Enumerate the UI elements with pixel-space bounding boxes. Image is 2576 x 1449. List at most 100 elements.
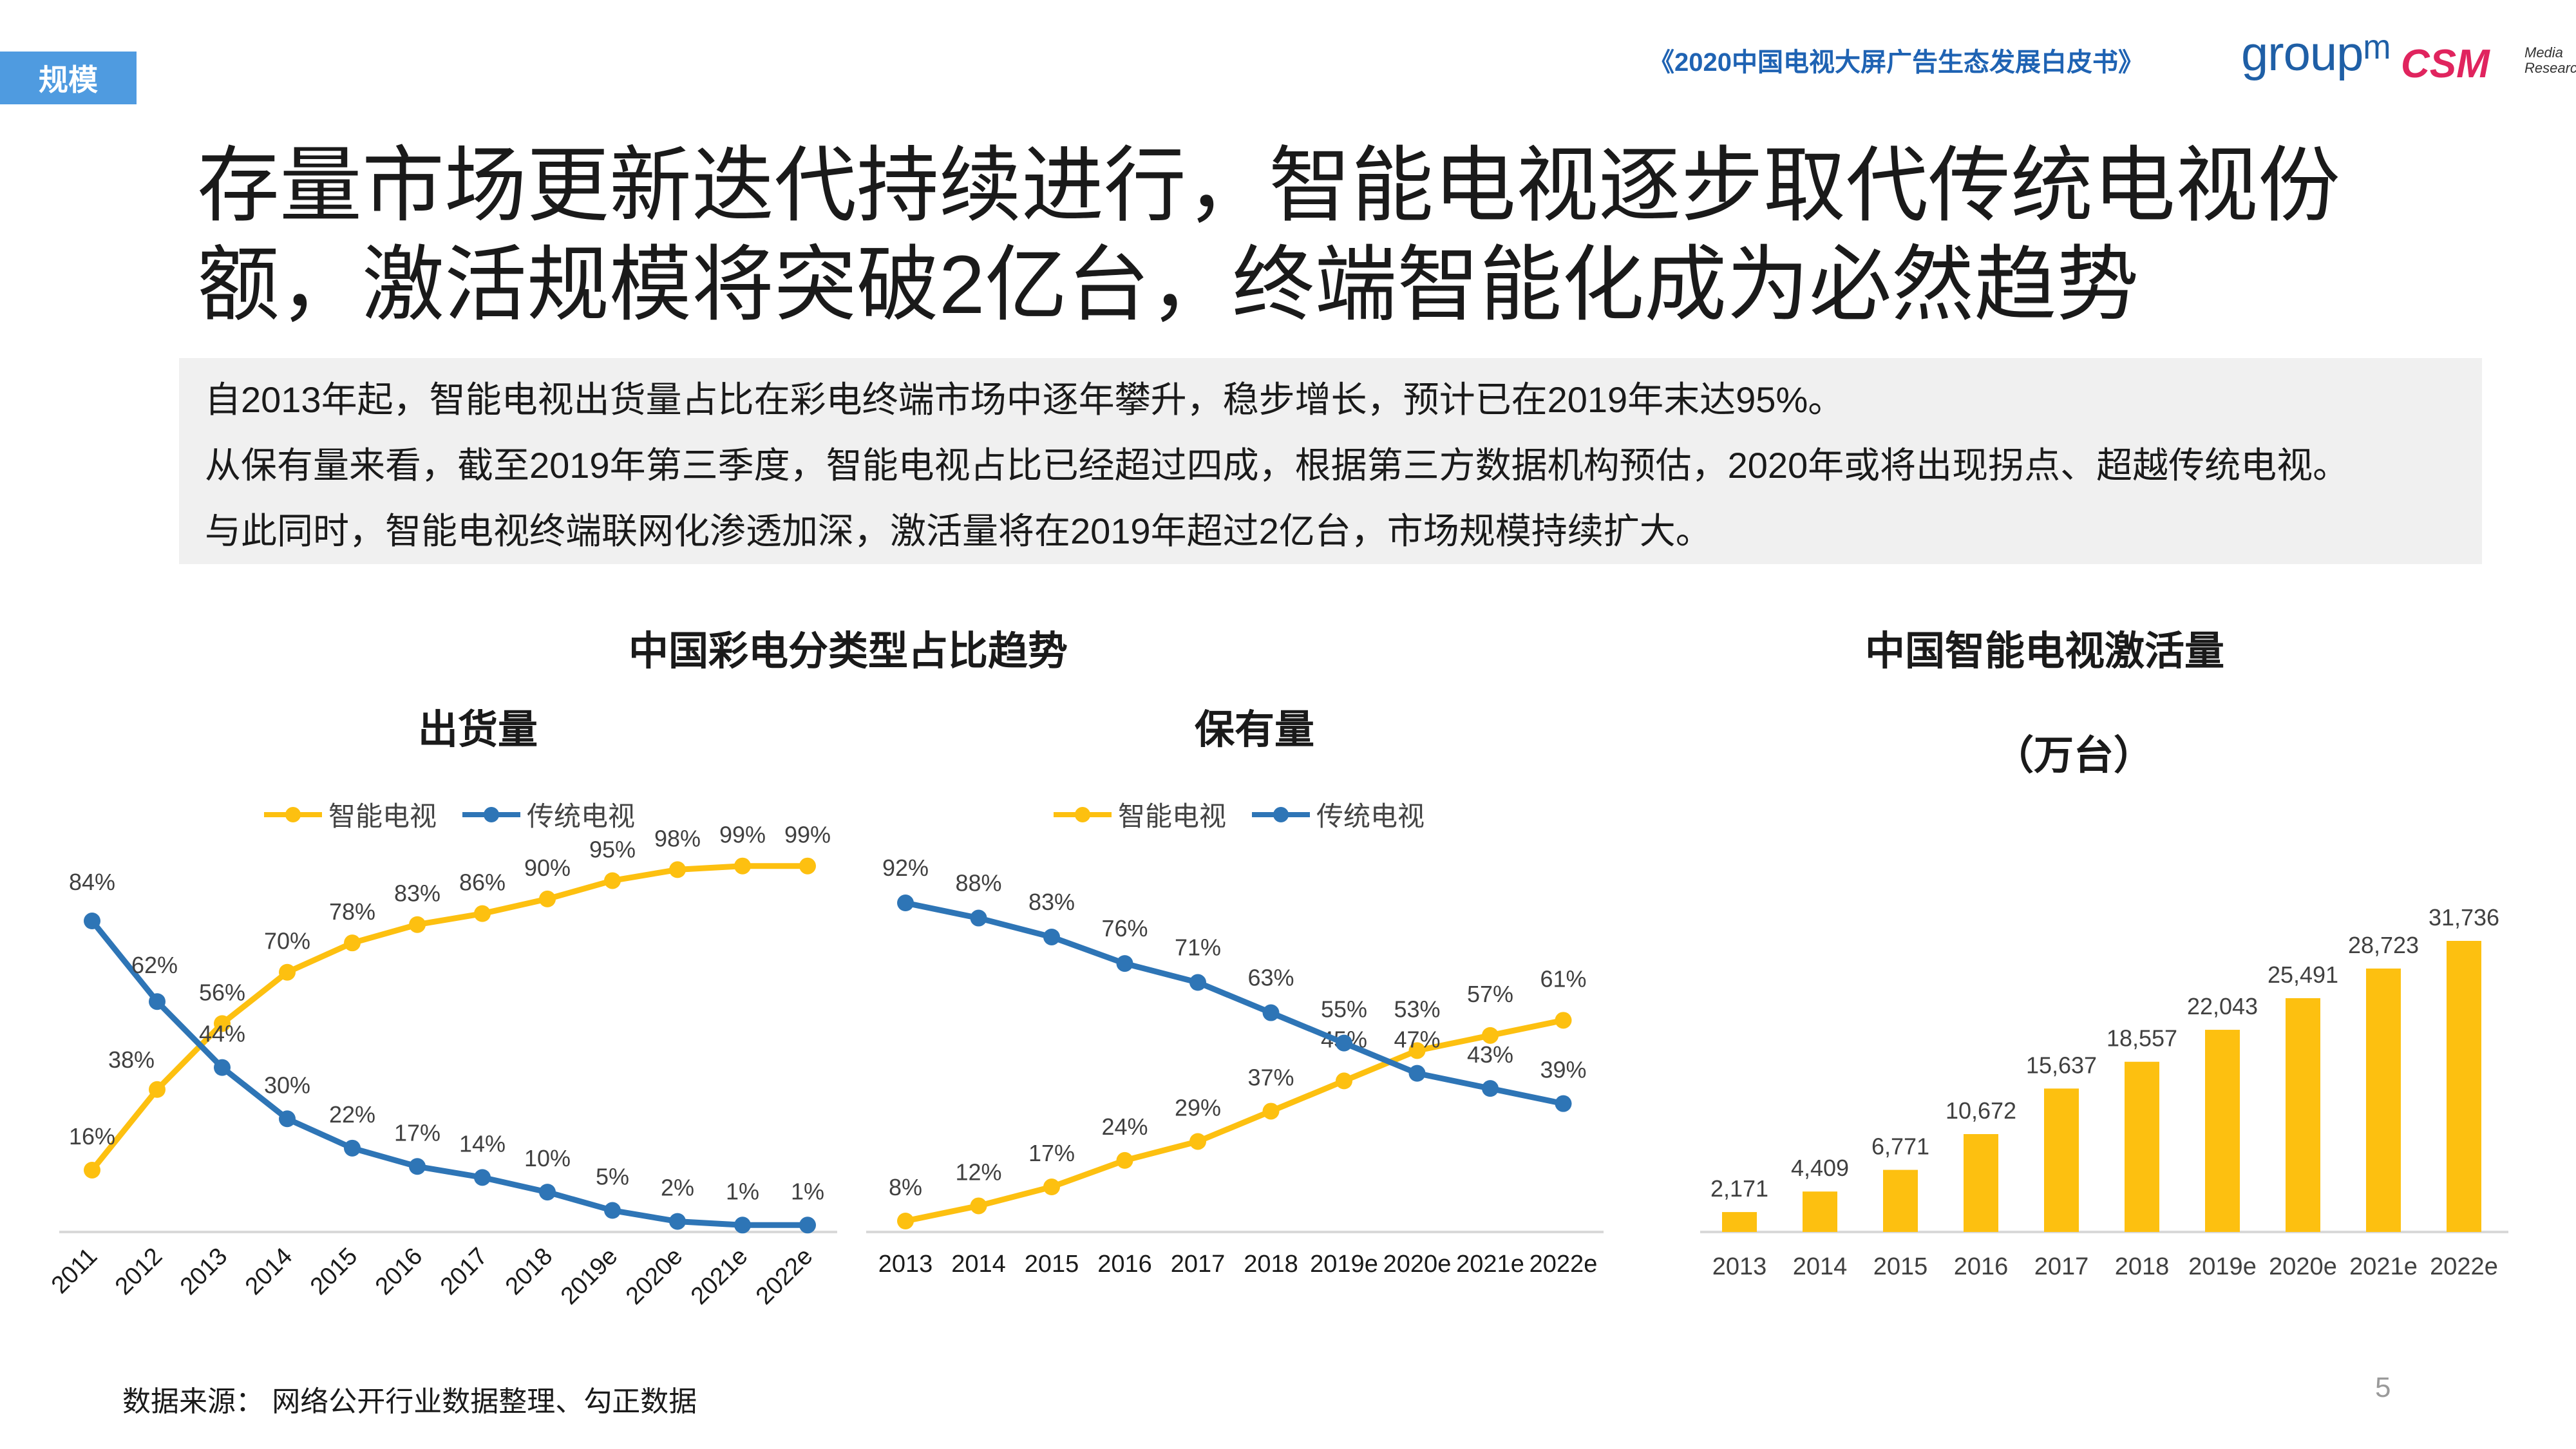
data-point (1482, 1027, 1499, 1044)
x-tick-label: 2015 (1025, 1251, 1079, 1278)
page-headline: 存量市场更新迭代持续进行，智能电视逐步取代传统电视份额，激活规模将突破2亿台，终… (197, 140, 2341, 331)
data-point (474, 905, 491, 922)
data-label: 55% (1321, 996, 1367, 1023)
x-tick-label: 2015 (1873, 1253, 1928, 1280)
data-point (214, 1015, 231, 1032)
traditional-tv-series-line (90, 919, 808, 1228)
data-label: 39% (1540, 1057, 1586, 1083)
bar-chart-unit: （万台） (1994, 734, 2154, 778)
data-point (149, 1081, 166, 1098)
data-point (799, 1217, 816, 1234)
legend-item-traditional: 传统电视 (462, 795, 635, 834)
x-tick-label: 2020e (1383, 1251, 1452, 1278)
summary-box: 自2013年起，智能电视出货量占比在彩电终端市场中逐年攀升，稳步增长，预计已在2… (179, 358, 2482, 564)
legend-label: 传统电视 (527, 801, 636, 831)
x-tick-label: 2018 (2115, 1253, 2170, 1280)
csm-logo: CSM (2401, 42, 2490, 86)
data-label: 1% (726, 1178, 759, 1204)
data-point (1262, 1103, 1280, 1120)
data-label: 78% (329, 898, 375, 925)
data-label: 16% (69, 1123, 115, 1150)
data-point (799, 857, 816, 875)
bar-value-label: 22,043 (2187, 993, 2258, 1019)
right-section-title: 中国智能电视激活量 (1865, 629, 2225, 674)
data-point (1336, 1072, 1352, 1090)
summary-line: 自2013年起，智能电视出货量占比在彩电终端市场中逐年攀升，稳步增长，预计已在2… (205, 379, 1844, 420)
x-tick-label: 2014 (1793, 1253, 1848, 1280)
data-point (84, 913, 100, 930)
data-point (897, 1212, 914, 1229)
data-point (669, 861, 686, 878)
data-label: 63% (1247, 965, 1294, 991)
data-point (1043, 928, 1060, 945)
report-title: 《2020中国电视大屏广告生态发展白皮书》 (1649, 48, 2144, 77)
data-label: 22% (329, 1101, 375, 1128)
data-point (1116, 955, 1133, 972)
csm-logo-subtitle: Media Research (2524, 44, 2576, 76)
data-point (669, 1213, 686, 1230)
activation-bar (1803, 1191, 1837, 1232)
shipment-chart-legend: 智能电视 传统电视 (264, 795, 661, 834)
activation-bar (2125, 1061, 2159, 1232)
x-tick-label: 2016 (1954, 1253, 2009, 1280)
activation-bar (2447, 941, 2481, 1232)
data-label: 83% (1028, 889, 1075, 915)
bar-value-label: 28,723 (2348, 932, 2419, 958)
data-label: 99% (719, 822, 766, 848)
smart-tv-series-line (90, 863, 808, 1172)
data-label: 30% (264, 1072, 310, 1098)
data-point (1189, 974, 1206, 991)
data-point (539, 1184, 556, 1201)
data-label: 2% (661, 1175, 694, 1201)
page-number: 5 (2375, 1372, 2391, 1403)
activation-bar (2044, 1088, 2079, 1232)
data-point (1336, 1034, 1352, 1052)
data-point (897, 895, 914, 912)
data-label: 99% (784, 822, 831, 848)
data-label: 62% (131, 952, 178, 978)
data-label: 17% (1028, 1140, 1075, 1166)
data-point (1408, 1065, 1426, 1082)
data-label: 44% (199, 1021, 245, 1047)
data-point (1482, 1080, 1499, 1097)
legend-line-icon (264, 806, 322, 822)
data-label: 76% (1101, 915, 1148, 942)
data-label: 71% (1175, 934, 1221, 961)
x-tick-label: 2020e (2269, 1253, 2337, 1280)
bar-value-label: 31,736 (2429, 904, 2499, 931)
activation-bar (1722, 1212, 1757, 1232)
data-point (1408, 1042, 1426, 1059)
data-point (1555, 1095, 1572, 1112)
x-tick-label: 2022e (1530, 1251, 1598, 1278)
activation-bar (1883, 1170, 1918, 1232)
legend-line-icon (462, 806, 521, 822)
stock-chart-title: 保有量 (1194, 708, 1314, 752)
x-tick-label: 2021e (2349, 1253, 2418, 1280)
summary-line: 与此同时，智能电视终端联网化渗透加深，激活量将在2019年超过2亿台，市场规模持… (205, 511, 1712, 551)
data-label: 90% (524, 855, 571, 881)
x-tick-label: 2022e (2430, 1253, 2498, 1280)
data-label: 86% (459, 869, 506, 896)
data-point (279, 1110, 296, 1128)
data-label: 84% (69, 869, 115, 895)
section-tag: 规模 (0, 52, 137, 104)
traditional-tv-series-line (905, 900, 1564, 1107)
groupm-logo: groupᵐ (2241, 26, 2391, 81)
legend-line-icon (1252, 806, 1311, 822)
data-label: 29% (1175, 1094, 1221, 1121)
data-label: 24% (1101, 1113, 1148, 1140)
data-point (409, 1158, 426, 1175)
data-label: 47% (1394, 1027, 1440, 1053)
data-label: 57% (1467, 981, 1513, 1007)
data-label: 8% (889, 1174, 922, 1200)
bar-value-label: 10,672 (1946, 1097, 2016, 1124)
data-point (734, 857, 751, 875)
bar-value-label: 15,637 (2026, 1052, 2097, 1078)
data-label: 61% (1540, 965, 1586, 992)
data-label: 10% (524, 1145, 571, 1171)
data-label: 43% (1467, 1041, 1513, 1068)
x-tick-label: 2021e (1456, 1251, 1524, 1278)
data-label: 14% (459, 1130, 506, 1157)
data-point (539, 890, 556, 907)
